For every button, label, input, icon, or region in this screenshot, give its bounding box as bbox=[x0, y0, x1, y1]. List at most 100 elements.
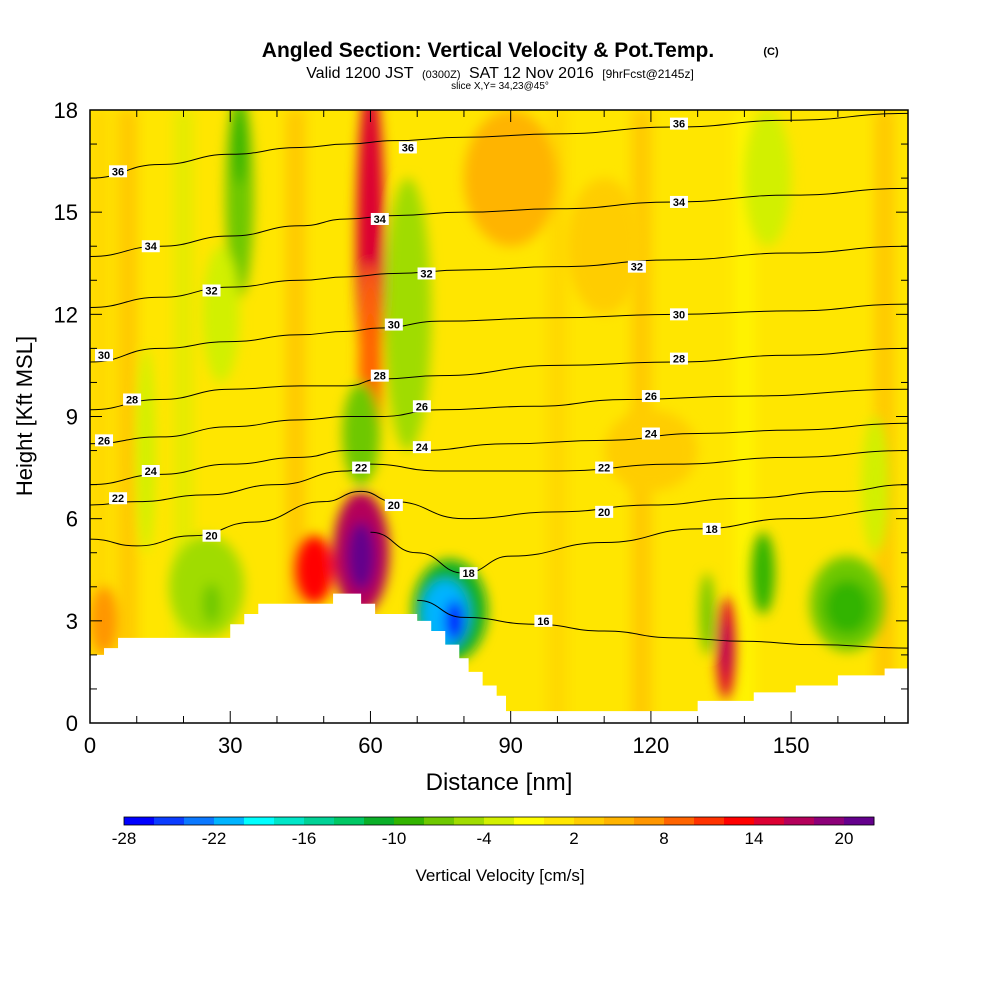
contour-label-text: 28 bbox=[673, 354, 685, 366]
colorbar-label: Vertical Velocity [cm/s] bbox=[415, 866, 584, 885]
contour-label-text: 16 bbox=[537, 616, 549, 628]
colorbar-tick-label: 20 bbox=[835, 829, 854, 848]
subtitle-fcst: [9hrFcst@2145z] bbox=[602, 67, 694, 81]
colorbar-tick-label: -4 bbox=[476, 829, 491, 848]
velocity-cell bbox=[744, 110, 792, 247]
colorbar-swatch bbox=[604, 817, 635, 825]
contour-label-text: 34 bbox=[374, 214, 387, 226]
weak-band bbox=[734, 110, 755, 723]
colorbar-frame bbox=[123, 816, 875, 826]
contour-label-box bbox=[641, 390, 660, 403]
contour-label-box bbox=[595, 505, 614, 518]
contour-label-text: 24 bbox=[145, 466, 158, 478]
velocity-cell bbox=[202, 583, 221, 625]
theta-contour-26 bbox=[90, 388, 908, 445]
colorbar-tick-label: -22 bbox=[202, 829, 227, 848]
contour-label-text: 36 bbox=[673, 119, 685, 131]
contour-label-text: 36 bbox=[112, 166, 124, 178]
colorbar-swatch bbox=[634, 817, 665, 825]
theta-contour-label: 24 bbox=[412, 441, 431, 454]
weak-band bbox=[117, 110, 138, 723]
velocity-cell bbox=[861, 416, 890, 553]
slice-note: slice X,Y= 34,23@45° bbox=[451, 81, 549, 92]
theta-contour-label: 28 bbox=[370, 369, 389, 383]
colorbar-swatch bbox=[754, 817, 785, 825]
theta-contour-label: 20 bbox=[595, 505, 614, 519]
colorbar-swatch bbox=[454, 817, 485, 825]
contour-label-box bbox=[95, 434, 114, 447]
x-axis: 0 30 60 90 120 150 bbox=[84, 110, 886, 758]
colorbar-swatch bbox=[484, 817, 515, 825]
theta-contour-22 bbox=[90, 450, 908, 506]
subtitle-date: SAT 12 Nov 2016 bbox=[469, 65, 594, 82]
theta-contour-36 bbox=[90, 112, 908, 179]
y-tick-label: 15 bbox=[54, 200, 78, 225]
subtitle-utc: (0300Z) bbox=[422, 69, 461, 81]
background-bands bbox=[90, 110, 895, 723]
colorbar-tick-label: -10 bbox=[382, 829, 407, 848]
colorbar-swatch bbox=[664, 817, 695, 825]
colorbar-swatch bbox=[544, 817, 575, 825]
velocity-cell bbox=[90, 586, 119, 655]
contour-label-box bbox=[109, 492, 128, 505]
contour-label-box bbox=[641, 427, 660, 440]
y-tick-label: 0 bbox=[66, 711, 78, 736]
theta-contour-label: 26 bbox=[412, 400, 431, 413]
contour-label-box bbox=[669, 352, 688, 365]
x-tick-label: 90 bbox=[498, 733, 522, 758]
theta-contour-label: 30 bbox=[669, 308, 688, 321]
velocity-cell bbox=[202, 246, 240, 383]
velocity-cells bbox=[90, 110, 890, 700]
theta-contour-label: 36 bbox=[109, 165, 128, 178]
theta-contour-28 bbox=[90, 347, 908, 411]
contour-label-box bbox=[459, 567, 478, 580]
colorbar-swatch bbox=[274, 817, 305, 825]
colorbar: -28 -22 -16 -10 -4 2 8 14 20 bbox=[112, 816, 875, 848]
contour-label-box bbox=[202, 284, 221, 297]
colorbar-swatch bbox=[844, 817, 875, 825]
colorbar-swatch bbox=[244, 817, 275, 825]
colorbar-swatch bbox=[784, 817, 815, 825]
contour-label-text: 34 bbox=[145, 241, 158, 253]
theta-contour-label: 32 bbox=[202, 284, 221, 297]
theta-contour-label: 32 bbox=[627, 260, 646, 274]
contour-label-text: 34 bbox=[673, 197, 686, 209]
colorbar-swatch bbox=[154, 817, 185, 825]
colorbar-tick-label: 8 bbox=[659, 829, 668, 848]
contour-label-box bbox=[95, 349, 114, 362]
theta-contour-label: 34 bbox=[370, 212, 389, 226]
theta-contour-label: 26 bbox=[95, 434, 114, 447]
contour-label-box bbox=[669, 195, 688, 208]
contour-label-box bbox=[417, 267, 436, 280]
theta-contour-label: 32 bbox=[417, 267, 436, 280]
colorbar-swatch bbox=[814, 817, 845, 825]
velocity-cell bbox=[232, 110, 247, 185]
contour-label-text: 18 bbox=[706, 524, 718, 536]
contour-label-text: 28 bbox=[126, 394, 138, 406]
theta-contour-label: 22 bbox=[352, 461, 371, 475]
colorbar-tick-label: 2 bbox=[569, 829, 578, 848]
colorbar-swatch bbox=[694, 817, 725, 825]
theta-contour-30 bbox=[90, 303, 908, 363]
contour-label-text: 32 bbox=[205, 285, 217, 297]
chart-subtitle: Valid 1200 JST (0300Z) SAT 12 Nov 2016 [… bbox=[306, 65, 694, 82]
y-tick-label: 18 bbox=[54, 98, 78, 123]
weak-band bbox=[547, 110, 568, 723]
chart-title: Angled Section: Vertical Velocity & Pot.… bbox=[262, 39, 714, 62]
colorbar-tick-label: -16 bbox=[292, 829, 317, 848]
contour-label-box bbox=[398, 141, 417, 154]
theta-contour-18 bbox=[370, 507, 908, 574]
theta-contour-label: 36 bbox=[669, 117, 688, 131]
theta-contour-label: 22 bbox=[595, 461, 614, 475]
contour-label-text: 22 bbox=[355, 463, 367, 475]
colorbar-swatch bbox=[724, 817, 755, 825]
contour-label-text: 22 bbox=[598, 463, 610, 475]
contour-label-text: 22 bbox=[112, 493, 124, 505]
velocity-cell bbox=[823, 579, 871, 635]
colorbar-tick-label: 14 bbox=[745, 829, 764, 848]
colorbar-swatch bbox=[394, 817, 425, 825]
theta-contour-label: 30 bbox=[384, 318, 403, 332]
contour-label-box bbox=[412, 400, 431, 413]
contour-label-box bbox=[123, 393, 142, 406]
theta-contour-label: 20 bbox=[384, 499, 403, 512]
